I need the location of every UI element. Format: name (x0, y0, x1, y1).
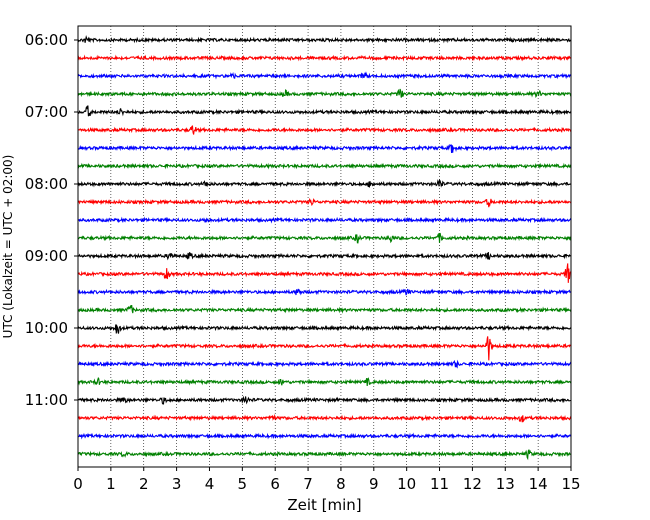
x-tick-label: 3 (172, 475, 182, 493)
trace-line (77, 263, 572, 283)
trace-line (77, 288, 572, 296)
x-axis-label: Zeit [min] (287, 496, 361, 514)
trace-line (77, 197, 572, 208)
trace-line (77, 336, 572, 361)
x-tick-label: 6 (270, 475, 280, 493)
trace-line (77, 178, 572, 188)
trace-line (77, 88, 572, 98)
y-tick-label: 07:00 (25, 103, 68, 121)
trace-line (78, 359, 572, 369)
trace-line (77, 252, 572, 261)
trace-line (77, 162, 572, 170)
trace-line (77, 395, 571, 405)
trace-line (77, 54, 572, 62)
x-tick-label: 0 (73, 475, 83, 493)
x-tick-label: 1 (106, 475, 116, 493)
trace-line (77, 448, 572, 461)
trace-line (77, 232, 572, 244)
x-tick-label: 5 (238, 475, 248, 493)
y-tick-label: 06:00 (25, 31, 68, 49)
x-tick-label: 2 (139, 475, 149, 493)
seismic-traces (77, 35, 572, 461)
y-axis-ticks: 06:00 07:00 08:00 09:00 10:00 11:00 (25, 31, 78, 409)
trace-line (77, 323, 572, 334)
plot-frame (77, 25, 572, 468)
x-tick-label: 10 (397, 475, 416, 493)
trace-line (77, 432, 572, 440)
x-axis-ticks: 0 1 2 3 4 5 6 7 8 9 10 11 12 13 14 15 (73, 467, 581, 493)
trace-line (77, 413, 572, 423)
y-tick-label: 11:00 (25, 391, 68, 409)
trace-line (77, 143, 572, 154)
x-tick-label: 13 (496, 475, 515, 493)
y-tick-label: 08:00 (25, 175, 68, 193)
y-tick-label: 10:00 (25, 319, 68, 337)
trace-line (77, 304, 572, 314)
trace-line (77, 35, 572, 44)
x-tick-label: 9 (369, 475, 379, 493)
x-tick-label: 14 (529, 475, 548, 493)
x-tick-label: 8 (336, 475, 346, 493)
trace-line (77, 71, 572, 80)
trace-line (77, 125, 571, 135)
x-tick-label: 7 (303, 475, 313, 493)
trace-line (77, 216, 572, 224)
y-axis-label: UTC (Lokalzeit = UTC + 02:00) (1, 155, 15, 339)
x-tick-label: 15 (561, 475, 580, 493)
trace-line (77, 376, 572, 387)
x-tick-label: 12 (463, 475, 482, 493)
y-tick-label: 09:00 (25, 247, 68, 265)
x-tick-label: 4 (205, 475, 215, 493)
x-tick-label: 11 (430, 475, 449, 493)
trace-line (77, 105, 572, 117)
